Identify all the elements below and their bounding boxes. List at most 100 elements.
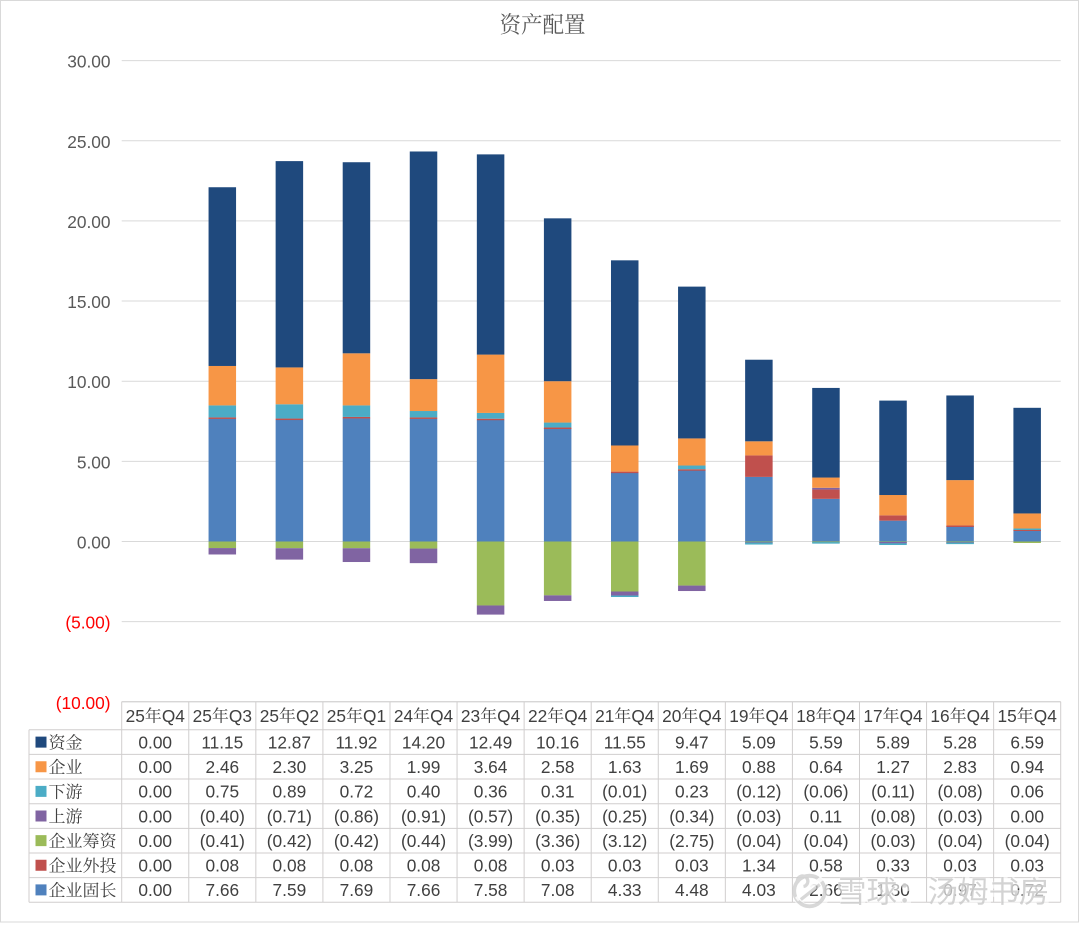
- svg-text:5.89: 5.89: [876, 732, 910, 752]
- svg-text:0.03: 0.03: [1010, 856, 1044, 876]
- svg-text:Q4: Q4: [698, 706, 721, 726]
- svg-text:7.58: 7.58: [474, 880, 508, 900]
- svg-text:7.08: 7.08: [541, 880, 575, 900]
- svg-text:0.08: 0.08: [340, 856, 374, 876]
- svg-text:9.47: 9.47: [675, 732, 709, 752]
- svg-text:5.09: 5.09: [742, 732, 776, 752]
- svg-text:20: 20: [662, 706, 681, 726]
- svg-text:Q2: Q2: [296, 706, 319, 726]
- svg-text:(0.25): (0.25): [602, 806, 647, 826]
- svg-text:Q4: Q4: [631, 706, 654, 726]
- svg-text:30.00: 30.00: [67, 52, 110, 72]
- svg-text:(0.08): (0.08): [938, 782, 983, 802]
- svg-text:0.11: 0.11: [810, 806, 842, 826]
- svg-text:0.03: 0.03: [541, 856, 575, 876]
- svg-text:0.00: 0.00: [1010, 806, 1044, 826]
- svg-text:5.59: 5.59: [809, 732, 843, 752]
- svg-text:7.66: 7.66: [205, 880, 239, 900]
- svg-text:0.08: 0.08: [407, 856, 441, 876]
- svg-text:(0.40): (0.40): [200, 806, 245, 826]
- svg-text:(0.41): (0.41): [200, 831, 245, 851]
- svg-text:0.03: 0.03: [608, 856, 642, 876]
- svg-text:1.99: 1.99: [407, 757, 441, 777]
- svg-text:12.49: 12.49: [469, 732, 512, 752]
- svg-text:24: 24: [394, 706, 414, 726]
- svg-text:(0.04): (0.04): [736, 831, 781, 851]
- svg-text:Q3: Q3: [229, 706, 252, 726]
- svg-text:15: 15: [998, 706, 1017, 726]
- svg-text:(0.03): (0.03): [736, 806, 781, 826]
- svg-text:4.48: 4.48: [675, 880, 709, 900]
- svg-text:10.16: 10.16: [536, 732, 579, 752]
- svg-text:0.00: 0.00: [138, 856, 172, 876]
- svg-text:(0.06): (0.06): [803, 782, 848, 802]
- svg-text:(0.71): (0.71): [267, 806, 312, 826]
- svg-text:7.59: 7.59: [273, 880, 307, 900]
- svg-text:11.92: 11.92: [335, 732, 377, 752]
- svg-text:Q4: Q4: [162, 706, 185, 726]
- svg-text:11.15: 11.15: [201, 732, 243, 752]
- svg-text:(0.34): (0.34): [669, 806, 714, 826]
- svg-text:(3.36): (3.36): [535, 831, 580, 851]
- svg-text:20.00: 20.00: [67, 212, 110, 232]
- svg-text:(0.04): (0.04): [1005, 831, 1050, 851]
- svg-text:11.55: 11.55: [604, 732, 646, 752]
- svg-text:6.59: 6.59: [1010, 732, 1044, 752]
- svg-text:(0.35): (0.35): [535, 806, 580, 826]
- svg-text:4.33: 4.33: [608, 880, 642, 900]
- svg-text:1.34: 1.34: [742, 856, 776, 876]
- svg-text:0.06: 0.06: [1010, 782, 1044, 802]
- svg-text:(0.03): (0.03): [938, 806, 983, 826]
- svg-text:0.64: 0.64: [809, 757, 843, 777]
- svg-text:0.75: 0.75: [205, 782, 239, 802]
- svg-text:0.03: 0.03: [675, 856, 709, 876]
- svg-text:(0.08): (0.08): [870, 806, 915, 826]
- svg-text:(0.91): (0.91): [401, 806, 446, 826]
- svg-text:Q4: Q4: [967, 706, 990, 726]
- svg-text:(0.03): (0.03): [870, 831, 915, 851]
- svg-text:(0.42): (0.42): [267, 831, 312, 851]
- svg-text:0.23: 0.23: [675, 782, 709, 802]
- svg-text:1.63: 1.63: [608, 757, 642, 777]
- svg-text:Q4: Q4: [1034, 706, 1057, 726]
- svg-text:2.58: 2.58: [541, 757, 575, 777]
- svg-text:Q4: Q4: [765, 706, 788, 726]
- svg-text:(0.42): (0.42): [334, 831, 379, 851]
- svg-text:12.87: 12.87: [268, 732, 311, 752]
- svg-text:25: 25: [260, 706, 279, 726]
- svg-text:14.20: 14.20: [402, 732, 445, 752]
- svg-text:Q4: Q4: [497, 706, 520, 726]
- svg-text:0.40: 0.40: [407, 782, 441, 802]
- svg-text:10.00: 10.00: [67, 372, 110, 392]
- svg-text:0.36: 0.36: [474, 782, 508, 802]
- svg-text:16: 16: [930, 706, 949, 726]
- svg-text:Q4: Q4: [430, 706, 453, 726]
- svg-text:Q4: Q4: [564, 706, 587, 726]
- svg-text:0.94: 0.94: [1010, 757, 1044, 777]
- svg-text:21: 21: [595, 706, 614, 726]
- svg-text:25: 25: [193, 706, 212, 726]
- svg-text:19: 19: [729, 706, 748, 726]
- svg-text:0.00: 0.00: [138, 732, 172, 752]
- svg-text:(0.12): (0.12): [736, 782, 781, 802]
- svg-text:0.89: 0.89: [273, 782, 307, 802]
- svg-text:0.08: 0.08: [273, 856, 307, 876]
- svg-text:7.66: 7.66: [407, 880, 441, 900]
- svg-text:0.03: 0.03: [943, 856, 977, 876]
- svg-text:3.25: 3.25: [340, 757, 374, 777]
- svg-text:(10.00): (10.00): [56, 693, 111, 713]
- svg-text:15.00: 15.00: [67, 292, 110, 312]
- svg-text:1.69: 1.69: [675, 757, 709, 777]
- svg-text:(0.11): (0.11): [871, 782, 915, 802]
- svg-text:17: 17: [863, 706, 882, 726]
- svg-text:0.72: 0.72: [340, 782, 374, 802]
- svg-text:1.27: 1.27: [876, 757, 910, 777]
- svg-text:7.69: 7.69: [340, 880, 374, 900]
- svg-text:(0.01): (0.01): [602, 782, 647, 802]
- svg-text:0.58: 0.58: [809, 856, 843, 876]
- svg-text:0.00: 0.00: [138, 782, 172, 802]
- svg-text:23: 23: [461, 706, 480, 726]
- svg-text:18: 18: [796, 706, 815, 726]
- svg-text:0.00: 0.00: [138, 880, 172, 900]
- svg-text:2.46: 2.46: [205, 757, 239, 777]
